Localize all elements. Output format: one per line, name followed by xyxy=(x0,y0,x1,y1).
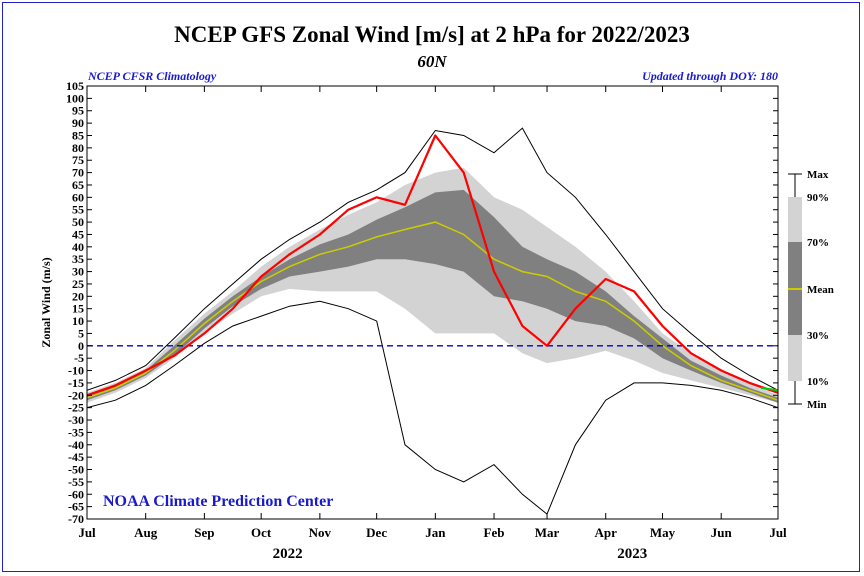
legend-label: Mean xyxy=(807,284,834,296)
y-tick-label: 5 xyxy=(78,326,84,340)
y-tick-label: -30 xyxy=(68,413,84,427)
year-label: 2022 xyxy=(273,546,303,562)
year-label: 2023 xyxy=(617,546,647,562)
x-tick-label: Nov xyxy=(309,525,332,540)
y-tick-label: -65 xyxy=(68,500,84,514)
max-line xyxy=(87,127,778,391)
x-tick-label: Oct xyxy=(251,525,272,540)
chart-title: NCEP GFS Zonal Wind [m/s] at 2 hPa for 2… xyxy=(174,22,690,47)
y-tick-label: 75 xyxy=(72,153,84,167)
legend-label: 10% xyxy=(807,376,829,388)
y-tick-label: 10 xyxy=(72,314,84,328)
y-tick-label: 65 xyxy=(72,178,84,192)
x-tick-label: Apr xyxy=(595,525,618,540)
y-tick-label: 15 xyxy=(72,302,84,316)
y-tick-label: -20 xyxy=(68,388,84,402)
y-tick-label: -50 xyxy=(68,463,84,477)
y-tick-label: 25 xyxy=(72,277,84,291)
forecast-line xyxy=(760,386,778,392)
climatology-note: NCEP CFSR Climatology xyxy=(88,69,217,83)
x-tick-label: Dec xyxy=(366,525,387,540)
y-tick-label: 70 xyxy=(72,166,84,180)
x-tick-label: Feb xyxy=(484,525,505,540)
y-tick-label: -60 xyxy=(68,487,84,501)
y-tick-label: 0 xyxy=(78,339,84,353)
x-tick-label: May xyxy=(650,525,676,540)
y-tick-label: 20 xyxy=(72,289,84,303)
legend-label: 30% xyxy=(807,330,829,342)
y-tick-label: 40 xyxy=(72,240,84,254)
legend-upper-light-box xyxy=(788,197,802,242)
legend-lower-light-box xyxy=(788,335,802,381)
current-season-line xyxy=(87,134,778,397)
y-tick-label: 90 xyxy=(72,116,84,130)
credit-label: NOAA Climate Prediction Center xyxy=(103,493,333,510)
min-line xyxy=(87,300,778,515)
update-note: Updated through DOY: 180 xyxy=(642,69,778,83)
y-tick-label: 60 xyxy=(72,190,84,204)
plot-area xyxy=(87,127,778,515)
y-tick-label: -55 xyxy=(68,475,84,489)
y-tick-label: -10 xyxy=(68,364,84,378)
y-tick-label: -35 xyxy=(68,425,84,439)
band-30-70-area xyxy=(87,189,778,403)
y-tick-label: -40 xyxy=(68,438,84,452)
legend-label: 90% xyxy=(807,192,829,204)
x-tick-label: Jun xyxy=(711,525,733,540)
y-tick-label: 85 xyxy=(72,128,84,142)
x-tick-label: Aug xyxy=(134,525,158,540)
x-tick-label: Mar xyxy=(535,525,560,540)
x-tick-label: Jul xyxy=(78,525,96,540)
x-tick-label: Jul xyxy=(769,525,787,540)
y-tick-label: 50 xyxy=(72,215,84,229)
y-tick-label: 55 xyxy=(72,203,84,217)
legend-label: Max xyxy=(807,169,829,181)
y-tick-label: -15 xyxy=(68,376,84,390)
y-tick-label: 100 xyxy=(66,91,84,105)
y-tick-label: 35 xyxy=(72,252,84,266)
chart-subtitle: 60N xyxy=(417,52,447,71)
y-tick-label: 105 xyxy=(66,79,84,93)
y-tick-label: -45 xyxy=(68,450,84,464)
x-tick-label: Jan xyxy=(425,525,446,540)
y-tick-label: -70 xyxy=(68,512,84,526)
plot-border xyxy=(86,85,779,520)
y-tick-label: -25 xyxy=(68,401,84,415)
legend-label: 70% xyxy=(807,237,829,249)
legend-label: Min xyxy=(807,399,827,411)
y-axis-label: Zonal Wind (m/s) xyxy=(39,257,53,347)
y-tick-label: -5 xyxy=(74,351,84,365)
y-tick-label: 30 xyxy=(72,265,84,279)
y-tick-label: 80 xyxy=(72,141,84,155)
band-10-90-area xyxy=(87,167,778,403)
y-tick-label: 95 xyxy=(72,104,84,118)
y-tick-label: 45 xyxy=(72,227,84,241)
x-tick-label: Sep xyxy=(194,525,214,540)
